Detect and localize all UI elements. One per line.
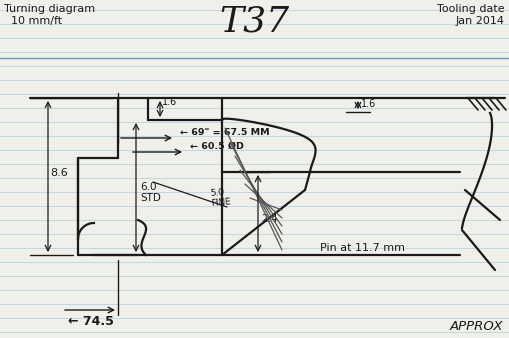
Text: 6.0
STD: 6.0 STD [140, 182, 161, 203]
Text: Turning diagram: Turning diagram [4, 4, 95, 14]
Text: Pin at 11.7 mm: Pin at 11.7 mm [320, 243, 405, 253]
Text: 2.4: 2.4 [261, 214, 277, 223]
Text: 8.6: 8.6 [50, 169, 68, 178]
Text: ← 60.5 ØD: ← 60.5 ØD [190, 142, 244, 151]
Text: 1.6: 1.6 [162, 97, 177, 107]
Text: 5.0
FINE: 5.0 FINE [210, 187, 232, 208]
Text: APPROX: APPROX [449, 320, 503, 333]
Text: ← 74.5: ← 74.5 [68, 315, 114, 328]
Text: 10 mm/ft: 10 mm/ft [4, 16, 62, 26]
Text: Tooling date: Tooling date [437, 4, 505, 14]
Text: T37: T37 [219, 5, 289, 39]
Text: Jan 2014: Jan 2014 [456, 16, 505, 26]
Text: 1.6: 1.6 [361, 99, 376, 109]
Text: ← 69" = 67.5 MM: ← 69" = 67.5 MM [180, 128, 270, 137]
